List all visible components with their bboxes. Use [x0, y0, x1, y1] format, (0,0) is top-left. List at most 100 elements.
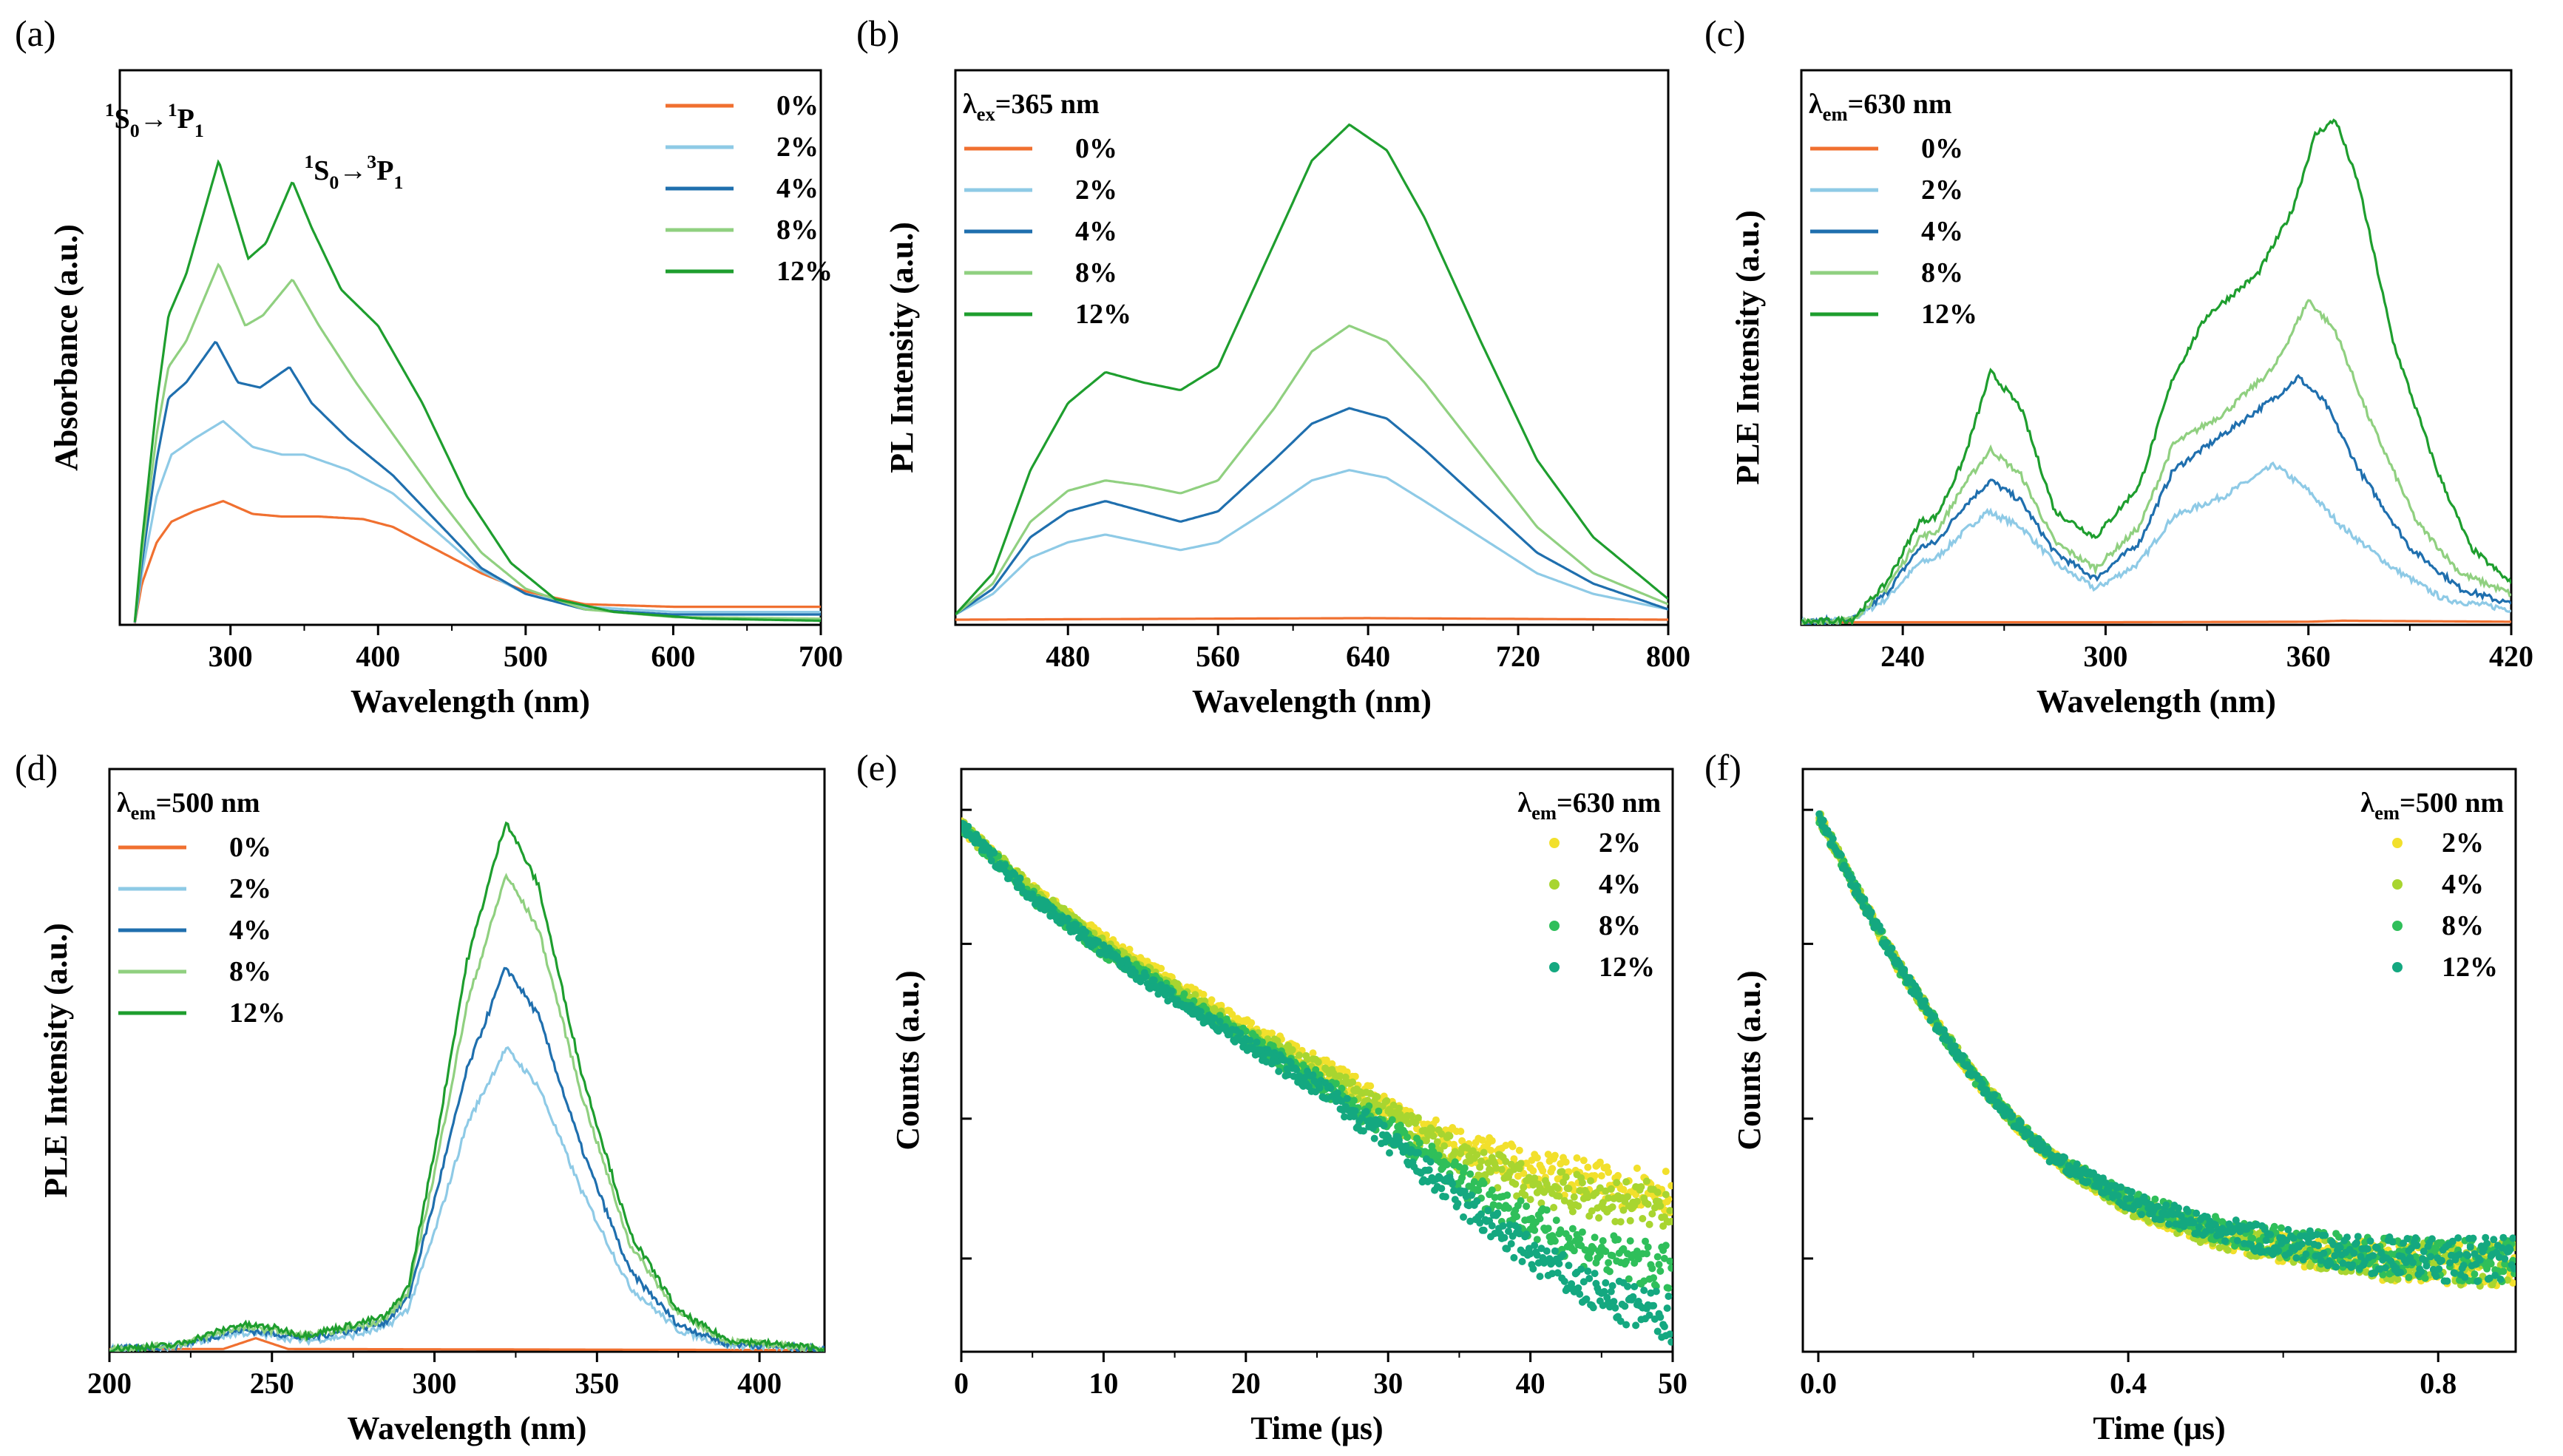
data-point: [1124, 960, 1132, 968]
data-point: [1283, 1065, 1291, 1073]
data-point: [1602, 1187, 1610, 1195]
data-point: [1650, 1301, 1658, 1310]
data-point: [1548, 1165, 1557, 1173]
data-point: [1476, 1163, 1484, 1171]
data-point: [1287, 1059, 1295, 1067]
data-point: [1616, 1218, 1625, 1226]
x-tick-label: 360: [2286, 640, 2331, 673]
data-point: [2454, 1234, 2462, 1242]
condition-label: λem=630 nm: [1517, 788, 1661, 824]
data-point: [1264, 1035, 1272, 1043]
data-point: [2317, 1256, 2325, 1264]
data-point: [2411, 1253, 2420, 1261]
legend-label: 4%: [1599, 869, 1641, 900]
data-point: [1268, 1029, 1276, 1037]
data-point: [1978, 1080, 1986, 1088]
data-point: [2491, 1271, 2499, 1279]
x-tick-label: 0.0: [1800, 1367, 1837, 1400]
data-point: [1515, 1230, 1523, 1238]
legend: λem=500 nm2% 4% 8% 12%: [2360, 788, 2504, 983]
panel-label: (a): [15, 13, 56, 54]
data-point: [1912, 985, 1920, 993]
data-point: [1633, 1164, 1641, 1172]
data-point: [1648, 1264, 1656, 1273]
data-point: [1900, 966, 1909, 974]
x-axis-label: Time (μs): [2093, 1410, 2225, 1446]
data-point: [1624, 1193, 1631, 1201]
data-point: [2499, 1267, 2508, 1276]
data-point: [1655, 1261, 1663, 1268]
data-point: [1644, 1243, 1652, 1251]
legend-swatch: [2392, 879, 2403, 890]
data-point: [2044, 1145, 2052, 1153]
data-point: [2093, 1174, 2102, 1181]
data-point: [1142, 972, 1150, 981]
data-point: [1602, 1279, 1610, 1287]
data-point: [2471, 1270, 2479, 1278]
data-point: [1407, 1111, 1415, 1120]
legend-swatch: [1549, 838, 1560, 848]
x-tick-label: 700: [799, 640, 843, 673]
data-point: [1652, 1282, 1660, 1290]
data-point: [1653, 1327, 1662, 1335]
data-point: [2427, 1253, 2435, 1261]
data-point: [1211, 1014, 1219, 1022]
panel-label: (c): [1704, 13, 1746, 54]
data-point: [1481, 1171, 1489, 1179]
data-point: [1576, 1187, 1584, 1195]
data-point: [1364, 1097, 1372, 1104]
data-point: [2299, 1256, 2307, 1264]
legend-swatch: [2392, 838, 2403, 848]
data-point: [1304, 1055, 1311, 1063]
condition-label: λex=365 nm: [963, 89, 1100, 125]
data-point: [2180, 1222, 2188, 1230]
data-point: [2284, 1225, 2292, 1233]
data-point: [1259, 1052, 1267, 1060]
data-point: [1125, 945, 1134, 953]
data-point: [1216, 1017, 1224, 1026]
legend: λem=630 nm2% 4% 8% 12%: [1517, 788, 1661, 983]
data-point: [1476, 1219, 1484, 1227]
series-line-4%: [109, 966, 825, 1352]
data-point: [1131, 968, 1139, 976]
legend-swatch: [1549, 879, 1560, 890]
series-line-12%: [133, 159, 821, 623]
legend-label: 2%: [2442, 827, 2484, 859]
data-point: [1622, 1257, 1631, 1265]
data-point: [1946, 1037, 1954, 1045]
data-point: [2428, 1235, 2436, 1243]
data-point: [2402, 1259, 2410, 1267]
data-point: [1574, 1284, 1582, 1292]
data-point: [2405, 1273, 2413, 1281]
data-point: [1653, 1253, 1662, 1261]
data-point: [2448, 1237, 2457, 1245]
data-point: [1605, 1194, 1613, 1202]
data-point: [1576, 1290, 1584, 1298]
data-point: [1656, 1267, 1665, 1275]
data-point: [1373, 1093, 1381, 1101]
data-point: [1395, 1104, 1403, 1112]
data-point: [1415, 1139, 1423, 1147]
x-tick-label: 300: [2083, 640, 2127, 673]
data-point: [1602, 1247, 1610, 1256]
data-point: [1619, 1245, 1628, 1253]
x-axis-label: Wavelength (nm): [1192, 683, 1432, 719]
series-line-2%: [955, 469, 1668, 616]
data-point: [1648, 1210, 1656, 1218]
data-point: [1425, 1166, 1433, 1174]
data-point: [2224, 1246, 2232, 1254]
data-point: [1608, 1252, 1616, 1260]
data-point: [1423, 1137, 1430, 1145]
x-tick-label: 600: [651, 640, 695, 673]
data-point: [2482, 1233, 2490, 1242]
data-point: [1544, 1225, 1552, 1233]
data-point: [2353, 1239, 2360, 1247]
data-point: [1451, 1148, 1459, 1156]
data-point: [1660, 1254, 1668, 1262]
data-point: [1180, 990, 1188, 998]
data-point: [1517, 1159, 1525, 1168]
data-point: [2331, 1252, 2339, 1260]
data-point: [990, 849, 998, 857]
legend-label: 2%: [1599, 827, 1641, 859]
